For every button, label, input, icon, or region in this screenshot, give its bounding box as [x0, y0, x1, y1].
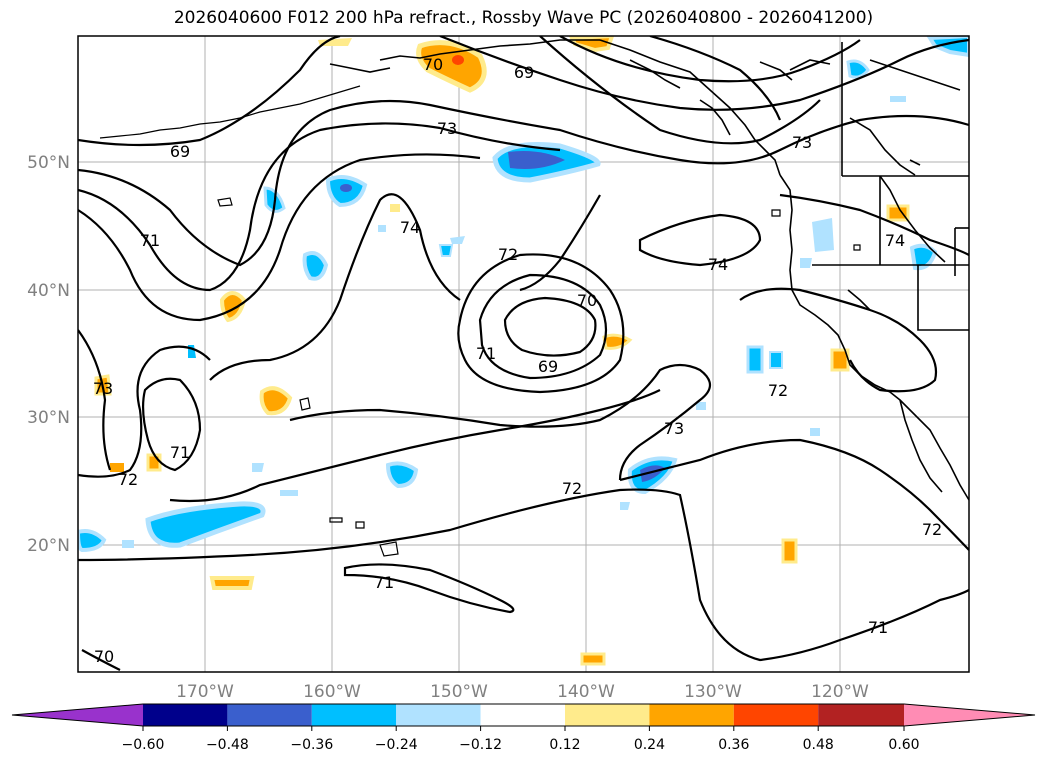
- contour-label: 69: [538, 357, 558, 376]
- contour-label-group: 69 70 73 69 71 74 72 70 71 69 73 74 73 7…: [93, 55, 942, 666]
- lon-label-170w: 170°W: [176, 682, 234, 702]
- contour-label: 69: [170, 142, 190, 161]
- colorbar-ticks: [142, 726, 905, 731]
- colorbar-left-extension: [12, 704, 143, 726]
- contour-label: 70: [94, 647, 114, 666]
- colorbar-label: −0.12: [459, 737, 502, 753]
- colorbar-label: −0.60: [122, 737, 165, 753]
- colorbar-label: −0.36: [290, 737, 333, 753]
- contour-label: 71: [170, 443, 190, 462]
- islands: [99, 85, 861, 557]
- contour-label: 72: [118, 470, 138, 489]
- longitude-labels: 170°W 160°W 150°W 140°W 130°W 120°W: [176, 682, 869, 702]
- colorbar-segment: [480, 704, 565, 726]
- contour-label: 73: [93, 379, 113, 398]
- contour-label: 69: [514, 63, 534, 82]
- lon-label-140w: 140°W: [557, 682, 615, 702]
- lat-label-20n: 20°N: [27, 536, 70, 556]
- lat-label-50n: 50°N: [27, 153, 70, 173]
- contour-label: 73: [664, 419, 684, 438]
- lon-label-150w: 150°W: [430, 682, 488, 702]
- colorbar-segment: [311, 704, 397, 726]
- colorbar-label: 0.24: [634, 737, 665, 753]
- contour-label: 72: [922, 520, 942, 539]
- colorbar-segment: [733, 704, 819, 726]
- lat-label-30n: 30°N: [27, 408, 70, 428]
- contour-label: 70: [423, 55, 443, 74]
- lon-label-130w: 130°W: [684, 682, 742, 702]
- contour-lines: [78, 36, 969, 671]
- contour-label: 73: [792, 133, 812, 152]
- colorbar-label: −0.48: [206, 737, 249, 753]
- contour-label: 72: [498, 245, 518, 264]
- contour-label: 74: [708, 255, 728, 274]
- colorbar-segment: [227, 704, 312, 726]
- contour-label: 71: [868, 618, 888, 637]
- map-area: [78, 36, 969, 672]
- colorbar-segment: [565, 704, 650, 726]
- contour-label: 71: [374, 573, 394, 592]
- contour-label: 71: [476, 344, 496, 363]
- contour-label: 71: [140, 231, 160, 250]
- contour-label: 72: [562, 479, 582, 498]
- colorbar-right-extension: [904, 704, 1035, 726]
- colorbar-label: 0.48: [803, 737, 834, 753]
- colorbar-label: −0.24: [375, 737, 418, 753]
- coastlines: [329, 39, 969, 501]
- contour-label: 70: [577, 291, 597, 310]
- plot-title: 2026040600 F012 200 hPa refract., Rossby…: [173, 8, 874, 28]
- map-frame: [77, 35, 970, 673]
- contour-label: 72: [768, 381, 788, 400]
- contour-label: 74: [885, 231, 905, 250]
- latitude-labels: 50°N 40°N 30°N 20°N: [27, 153, 70, 556]
- lat-label-40n: 40°N: [27, 281, 70, 301]
- lon-label-120w: 120°W: [811, 682, 869, 702]
- colorbar-label: 0.36: [718, 737, 749, 753]
- colorbar-label: 0.12: [549, 737, 580, 753]
- colorbar-segment: [649, 704, 734, 726]
- contour-label: 74: [400, 218, 420, 237]
- lon-label-160w: 160°W: [303, 682, 361, 702]
- colorbar: −0.60 −0.48 −0.36 −0.24 −0.12 0.12 0.24 …: [11, 703, 1036, 753]
- colorbar-segment: [818, 704, 905, 726]
- colorbar-segment: [143, 704, 228, 726]
- colorbar-label: 0.60: [888, 737, 919, 753]
- contour-label: 73: [437, 119, 457, 138]
- colorbar-segment: [396, 704, 481, 726]
